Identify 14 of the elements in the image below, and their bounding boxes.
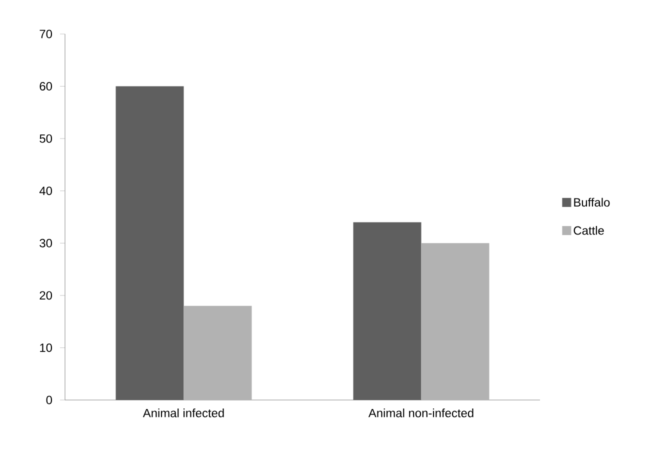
- bar: [421, 243, 490, 400]
- y-tick-label: 40: [39, 186, 52, 196]
- y-tick-label: 30: [40, 238, 52, 248]
- y-tick-label: 60: [40, 82, 52, 91]
- y-tick-label: 10: [40, 343, 52, 352]
- bar: [184, 306, 252, 400]
- y-tick-label: 0: [46, 396, 52, 404]
- legend-label: Buffalo: [574, 198, 610, 207]
- y-tick-label: 20: [40, 291, 52, 300]
- legend-label: Cattle: [574, 226, 604, 235]
- x-tick-label: Animal infected: [142, 408, 224, 418]
- y-tick-label: 70: [40, 30, 52, 38]
- y-tick-label: 50: [40, 134, 52, 143]
- x-tick-label: Animal non-infected: [368, 408, 474, 418]
